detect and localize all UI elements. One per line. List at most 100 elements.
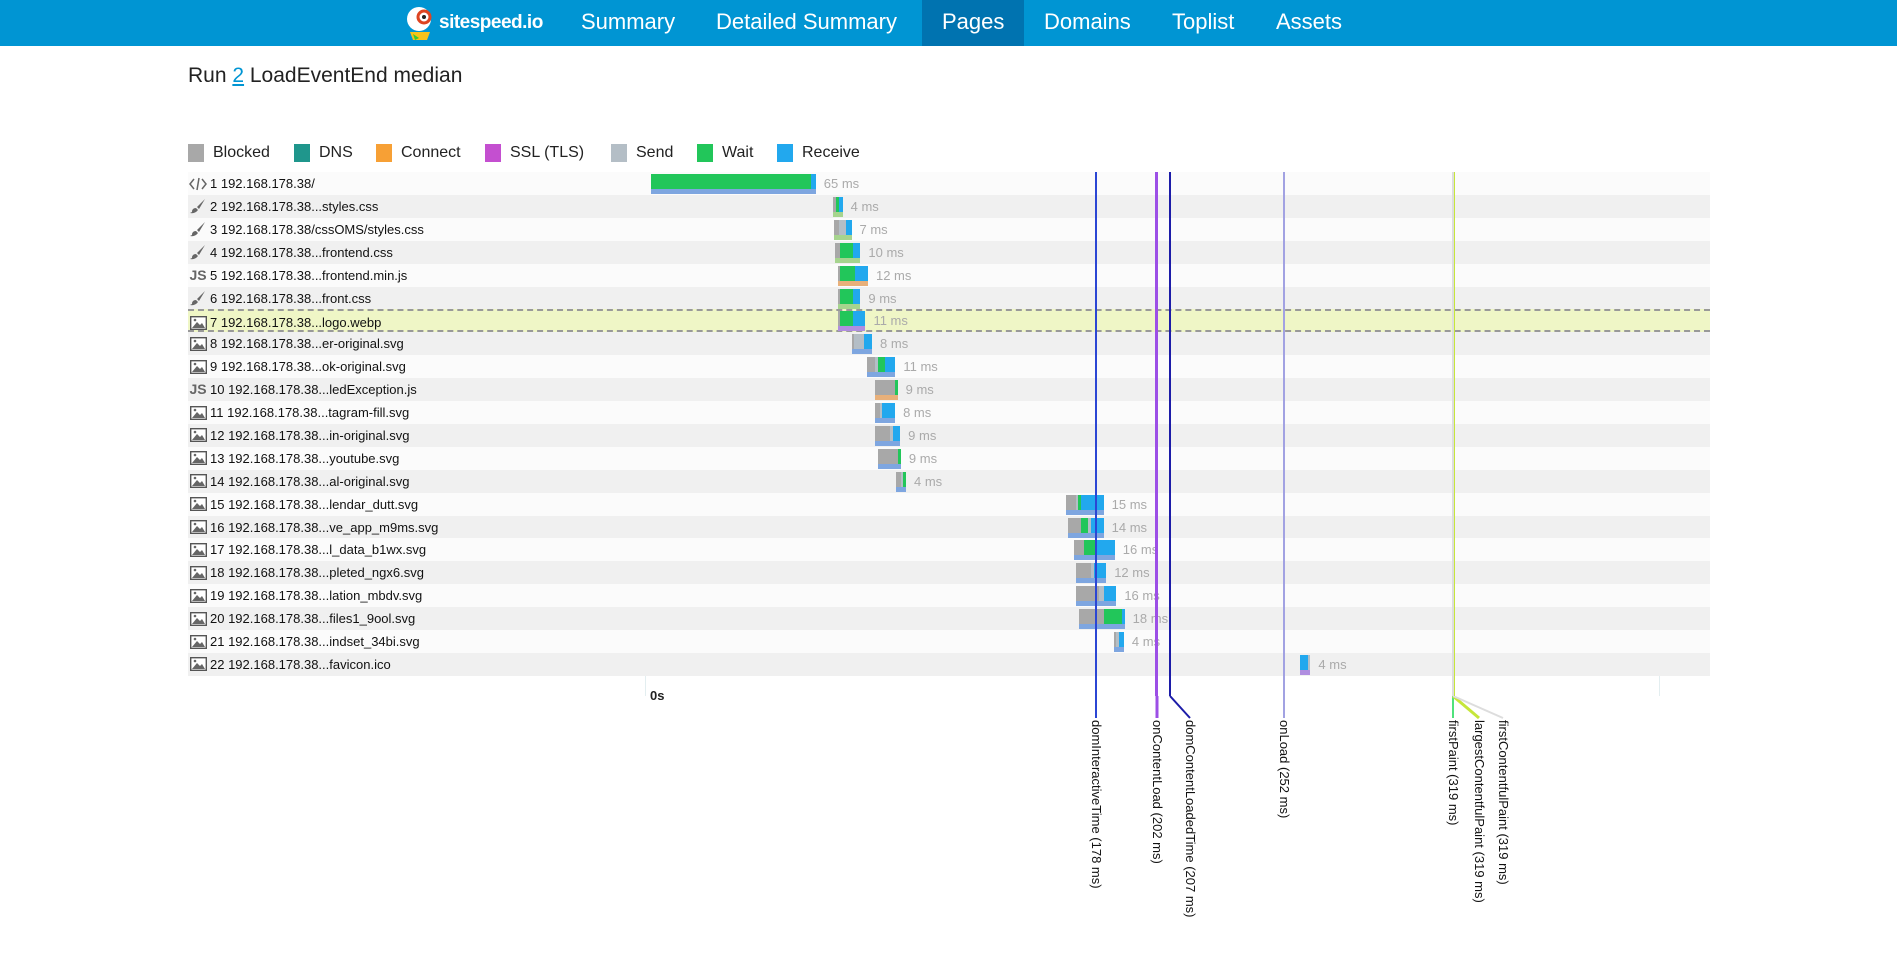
request-total-bar — [1074, 555, 1115, 561]
timing-blocked-segment — [874, 425, 891, 441]
request-duration: 9 ms — [868, 290, 897, 306]
run-link[interactable]: 2 — [232, 64, 245, 87]
marker-line — [1168, 172, 1171, 696]
request-label: 3 192.168.178.38/cssOMS/styles.css — [188, 218, 424, 241]
request-row[interactable]: 7 192.168.178.38...logo.webp — [188, 309, 1710, 333]
top-navbar: sitespeed.io Summary Detailed Summary Pa… — [0, 0, 1897, 46]
timing-wait-segment — [840, 242, 853, 258]
image-file-icon — [188, 405, 208, 421]
request-duration: 18 ms — [1132, 611, 1169, 627]
image-file-icon — [188, 611, 208, 627]
request-duration: 4 ms — [1318, 656, 1347, 672]
request-url: 3 192.168.178.38/cssOMS/styles.css — [210, 221, 424, 237]
request-row[interactable]: 18 192.168.178.38...pleted_ngx6.svg — [188, 561, 1710, 585]
request-label: 6 192.168.178.38...front.css — [188, 287, 371, 310]
request-duration: 15 ms — [1111, 496, 1148, 512]
nav-toplist[interactable]: Toplist — [1172, 9, 1235, 34]
marker-connector — [1452, 695, 1455, 718]
timing-blocked-segment — [851, 334, 855, 350]
request-row[interactable]: 9 192.168.178.38...ok-original.svg — [188, 355, 1710, 379]
request-row[interactable]: 8 192.168.178.38...er-original.svg — [188, 332, 1710, 356]
request-url: 6 192.168.178.38...front.css — [210, 290, 372, 306]
request-row[interactable]: 13 192.168.178.38...youtube.svg — [188, 446, 1710, 470]
image-file-icon — [188, 519, 208, 535]
marker-label: largestContentfulPaint (319 ms) — [1472, 719, 1488, 903]
request-url: 13 192.168.178.38...youtube.svg — [210, 450, 400, 466]
request-total-bar — [837, 280, 868, 286]
request-total-bar — [1113, 647, 1124, 652]
request-row[interactable]: JS 5 192.168.178.38...frontend.min.js — [188, 263, 1710, 287]
request-url: 18 192.168.178.38...pleted_ngx6.svg — [210, 565, 424, 581]
request-row[interactable]: 3 192.168.178.38/cssOMS/styles.css — [188, 217, 1710, 241]
nav-summary[interactable]: Summary — [581, 9, 676, 34]
request-row[interactable]: JS 10 192.168.178.38...ledException.js — [188, 378, 1710, 402]
request-row[interactable]: 14 192.168.178.38...al-original.svg — [188, 469, 1710, 493]
css-file-icon — [188, 221, 208, 237]
request-duration: 16 ms — [1122, 542, 1159, 558]
timing-receive-segment — [864, 334, 873, 350]
request-row[interactable]: 16 192.168.178.38...ve_app_m9ms.svg — [188, 515, 1710, 539]
image-file-icon — [188, 496, 208, 512]
brand-logo[interactable]: sitespeed.io — [405, 4, 543, 42]
legend-item-ssl-tls: SSL (TLS) — [485, 144, 584, 162]
timing-receive-segment — [1080, 494, 1104, 510]
legend-item-dns: DNS — [294, 144, 353, 162]
request-row[interactable]: 20 192.168.178.38...files1_9ool.svg — [188, 607, 1710, 631]
timing-receive-segment — [846, 219, 852, 235]
request-row[interactable]: 4 192.168.178.38...frontend.css — [188, 240, 1710, 264]
title-prefix: Run — [188, 64, 233, 87]
nav-domains[interactable]: Domains — [1044, 9, 1131, 34]
timing-receive-segment — [892, 425, 901, 441]
request-duration: 11 ms — [903, 359, 938, 375]
marker-line — [1095, 172, 1098, 696]
request-total-bar — [1079, 624, 1125, 630]
image-file-icon — [188, 588, 208, 604]
timing-receive-segment — [1097, 540, 1115, 556]
title-suffix: LoadEventEnd median — [244, 64, 463, 87]
timing-blocked-segment — [837, 311, 841, 327]
marker-label: onLoad (252 ms) — [1276, 719, 1292, 819]
marker-line — [1155, 172, 1159, 696]
legend-label: Send — [636, 144, 674, 161]
timing-receive-segment — [1090, 517, 1104, 533]
css-file-icon — [188, 290, 208, 306]
request-url: 12 192.168.178.38...in-original.svg — [210, 427, 410, 443]
request-duration: 16 ms — [1124, 588, 1160, 604]
request-row[interactable]: 19 192.168.178.38...lation_mbdv.svg — [188, 584, 1710, 608]
timing-send-segment — [879, 403, 883, 418]
timing-blocked-segment — [833, 219, 839, 235]
request-row[interactable]: 22 192.168.178.38...favicon.ico — [188, 652, 1710, 676]
timing-wait-segment — [877, 357, 886, 373]
timing-blocked-segment — [1065, 494, 1076, 510]
timing-blocked-segment — [837, 265, 841, 281]
request-row[interactable]: 21 192.168.178.38...indset_34bi.svg — [188, 630, 1710, 653]
request-row[interactable]: 6 192.168.178.38...front.css — [188, 286, 1710, 310]
request-label: 18 192.168.178.38...pleted_ngx6.svg — [188, 561, 424, 584]
request-total-bar — [851, 349, 873, 355]
timing-receive-segment — [810, 174, 816, 189]
request-row[interactable]: 1 192.168.178.38/ — [188, 172, 1710, 195]
timing-blocked-segment — [874, 380, 896, 396]
request-row[interactable]: 2 192.168.178.38...styles.css — [188, 194, 1710, 218]
timing-receive-segment — [852, 311, 866, 327]
request-total-bar — [1065, 509, 1104, 515]
request-duration: 4 ms — [1131, 634, 1161, 649]
nav-detailed-summary[interactable]: Detailed Summary — [716, 9, 897, 34]
request-row[interactable]: 11 192.168.178.38...tagram-fill.svg — [188, 401, 1710, 424]
request-row[interactable]: 17 192.168.178.38...l_data_b1wx.svg — [188, 538, 1710, 562]
timing-send-segment — [890, 425, 893, 441]
request-row[interactable]: 12 192.168.178.38...in-original.svg — [188, 423, 1710, 447]
timing-wait-segment — [840, 265, 856, 281]
nav-pages[interactable]: Pages — [922, 0, 1024, 46]
request-url: 7 192.168.178.38...logo.webp — [210, 315, 382, 331]
nav-assets[interactable]: Assets — [1276, 9, 1343, 34]
css-file-icon — [188, 198, 208, 214]
request-duration: 11 ms — [873, 313, 908, 329]
timing-receive-segment — [885, 357, 896, 373]
timing-wait-segment — [1104, 609, 1123, 625]
timing-blocked-segment — [874, 403, 880, 418]
request-row[interactable]: 15 192.168.178.38...lendar_dutt.svg — [188, 492, 1710, 516]
timing-send-segment — [1088, 517, 1091, 533]
request-total-bar — [867, 372, 896, 378]
request-label: JS 10 192.168.178.38...ledException.js — [188, 378, 416, 401]
